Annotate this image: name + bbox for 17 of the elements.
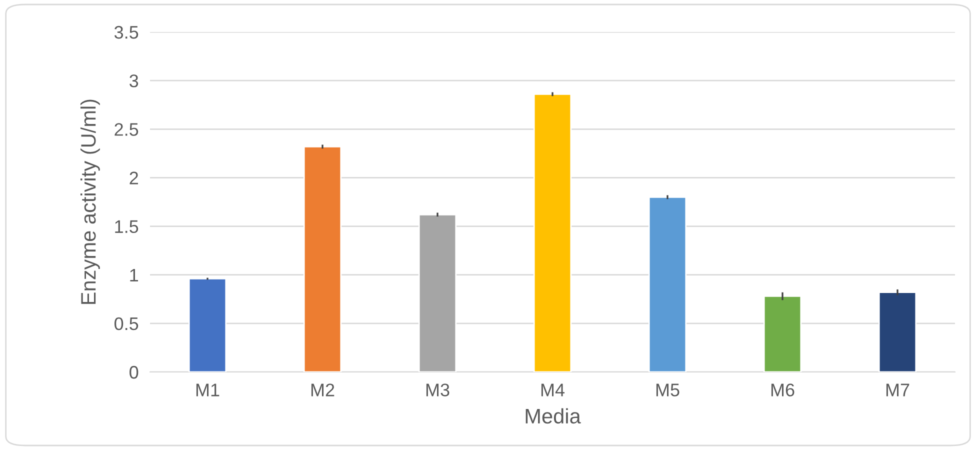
- y-tick-label: 2.5: [114, 123, 138, 136]
- x-tick-label: M4: [541, 384, 565, 396]
- x-tick-label: M2: [311, 384, 334, 396]
- x-tick-label: M1: [196, 384, 220, 396]
- y-tick-label: 1: [130, 268, 138, 282]
- y-tick-label: 0.5: [114, 317, 138, 330]
- y-tick-label: 3: [130, 74, 138, 88]
- y-tick-label: 0: [130, 366, 138, 379]
- y-tick-label: 3.5: [114, 26, 138, 39]
- y-tick-label: 1.5: [115, 220, 138, 234]
- x-tick-label: M6: [771, 384, 794, 396]
- y-axis-title: Enzyme activity (U/ml): [80, 100, 100, 304]
- x-tick-label: M5: [656, 384, 680, 396]
- x-tick-label: M3: [426, 384, 450, 396]
- y-tick-label: 2: [130, 172, 138, 184]
- x-axis-title: Media: [526, 408, 581, 424]
- x-tick-label: M7: [886, 384, 910, 396]
